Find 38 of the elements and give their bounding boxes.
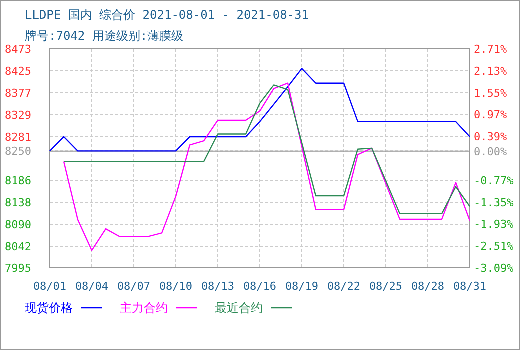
x-tick-label: 08/01	[33, 280, 67, 293]
y-tick-label: 8281	[5, 130, 32, 144]
chart-title: LLDPE 国内 综合价 2021-08-01 - 2021-08-31	[25, 8, 309, 22]
legend-label: 最近合约	[215, 301, 263, 315]
chart-subtitle: 牌号:7042 用途级别:薄膜级	[25, 29, 184, 43]
y-tick-label: 8473	[5, 43, 32, 56]
x-tick-label: 08/16	[243, 280, 277, 293]
y2-tick-label: 2.71%	[474, 43, 508, 56]
y2-tick-label: -1.35%	[474, 196, 514, 210]
x-tick-label: 08/13	[201, 280, 235, 293]
y-tick-label: 8425	[5, 64, 32, 78]
x-tick-label: 08/22	[327, 280, 361, 293]
x-tick-label: 08/04	[75, 280, 109, 293]
y2-tick-label: -0.77%	[474, 174, 514, 188]
y2-tick-label: -1.93%	[474, 218, 514, 232]
y-tick-label: 8250	[5, 145, 32, 158]
x-tick-label: 08/19	[285, 280, 319, 293]
x-tick-label: 08/28	[411, 280, 445, 293]
legend-label: 现货价格	[25, 301, 73, 315]
x-tick-label: 08/10	[159, 280, 193, 293]
y2-tick-label: 0.97%	[474, 108, 508, 122]
y2-tick-label: -3.09%	[474, 262, 514, 275]
y-tick-label: 8090	[5, 218, 32, 232]
legend-label: 主力合约	[120, 301, 168, 315]
y-tick-label: 8377	[5, 86, 32, 100]
y2-tick-label: 0.39%	[474, 130, 508, 144]
y-tick-label: 7995	[5, 262, 32, 275]
y2-tick-label: 2.13%	[474, 64, 508, 78]
y-tick-label: 8329	[5, 108, 32, 122]
y2-tick-label: 0.00%	[474, 145, 508, 158]
x-tick-label: 08/25	[369, 280, 403, 293]
y2-tick-label: 1.55%	[474, 86, 508, 100]
x-tick-label: 08/31	[453, 280, 487, 293]
x-tick-label: 08/07	[117, 280, 151, 293]
y-tick-label: 8042	[5, 240, 32, 254]
y-tick-label: 8186	[5, 174, 32, 188]
y-tick-label: 8138	[5, 196, 32, 210]
y2-tick-label: -2.51%	[474, 240, 514, 254]
